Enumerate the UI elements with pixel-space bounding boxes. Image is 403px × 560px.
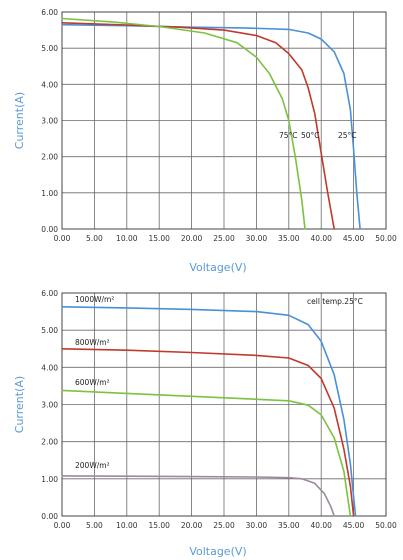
chart1-y-tick-label: 2.00	[41, 153, 58, 162]
chart1-series-line-3	[61, 17, 306, 230]
chart1-annotation-1: 75°C	[279, 131, 298, 140]
chart-irradiance-svg: 0.00 5.00 10.00 15.00 20.00 25.00 30.00 35.00 40…	[13, 289, 397, 558]
chart2-x-tick-label: 0.00	[54, 521, 71, 530]
chart-temperature-svg: 0.00 5.00 10.00 15.00 20.00 25.00 30.00 35.00 40…	[13, 8, 397, 274]
chart-irradiance: 0.00 5.00 10.00 15.00 20.00 25.00 30.00 35.00 40…	[0, 282, 403, 560]
chart1-y-tick-label: 5.00	[41, 44, 58, 53]
chart2-annotation-5: cell temp.25°C	[307, 297, 363, 306]
chart1-series-line-2	[61, 22, 335, 230]
chart2-series-line-2	[61, 348, 355, 517]
chart2-x-tick-label: 45.00	[343, 521, 365, 530]
chart2-annotation-2: 800W/m²	[75, 338, 110, 347]
chart1-x-tick-label: 50.00	[375, 234, 397, 243]
chart2-y-tick-label: 0.00	[41, 512, 58, 521]
chart2-x-tick-label: 5.00	[86, 521, 103, 530]
chart2-series-line-4	[61, 475, 335, 517]
chart2-x-tick-label: 30.00	[246, 521, 268, 530]
chart1-x-tick-label: 25.00	[213, 234, 235, 243]
chart1-x-tick-label: 35.00	[278, 234, 300, 243]
chart2-x-tick-label: 35.00	[278, 521, 300, 530]
chart2-x-tick-label: 50.00	[375, 521, 397, 530]
chart-temperature: 0.00 5.00 10.00 15.00 20.00 25.00 30.00 35.00 40…	[13, 8, 397, 274]
chart1-y-tick-label: 3.00	[41, 117, 58, 126]
chart1-y-tick-label: 6.00	[41, 8, 58, 17]
chart2-y-tick-label: 3.00	[41, 401, 58, 410]
chart1-y-tick-label: 1.00	[41, 189, 58, 198]
chart2-series-line-3	[61, 389, 352, 517]
chart1-x-tick-label: 45.00	[343, 234, 365, 243]
chart2-y-tick-label: 2.00	[41, 438, 58, 447]
chart1-x-tick-label: 15.00	[148, 234, 170, 243]
chart1-x-tick-label: 20.00	[181, 234, 203, 243]
chart1-y-tick-label: 4.00	[41, 80, 58, 89]
chart2-x-tick-label: 40.00	[310, 521, 332, 530]
chart2-y-tick-label: 5.00	[41, 326, 58, 335]
chart1-x-tick-label: 40.00	[310, 234, 332, 243]
chart2-plot-frame	[61, 292, 387, 517]
chart1-x-tick-label: 10.00	[116, 234, 138, 243]
chart2-annotation-3: 600W/m²	[75, 378, 110, 387]
chart2-series-line-1	[61, 306, 357, 517]
chart1-annotation-2: 50°C	[301, 131, 320, 140]
chart2-y-axis-title: Current(A)	[13, 376, 26, 433]
chart2-y-tick-label: 6.00	[41, 289, 58, 298]
chart2-x-tick-label: 25.00	[213, 521, 235, 530]
chart1-x-tick-label: 5.00	[86, 234, 103, 243]
chart2-x-tick-label: 10.00	[116, 521, 138, 530]
chart2-annotation-1: 1000W/m²	[75, 295, 114, 304]
chart1-y-axis-title: Current(A)	[13, 92, 26, 149]
chart1-series-line-1	[61, 23, 361, 230]
chart2-y-tick-label: 4.00	[41, 363, 58, 372]
chart1-x-tick-label: 0.00	[54, 234, 71, 243]
chart1-annotation-3: 25°C	[338, 131, 357, 140]
chart1-y-tick-label: 0.00	[41, 225, 58, 234]
chart2-x-tick-label: 15.00	[148, 521, 170, 530]
chart2-y-tick-label: 1.00	[41, 475, 58, 484]
chart2-x-tick-label: 20.00	[181, 521, 203, 530]
chart2-x-axis-title: Voltage(V)	[189, 545, 246, 558]
chart1-x-tick-label: 30.00	[246, 234, 268, 243]
chart1-plot-frame	[61, 11, 387, 230]
chart1-x-axis-title: Voltage(V)	[189, 261, 246, 274]
chart2-annotation-4: 200W/m²	[75, 461, 110, 470]
